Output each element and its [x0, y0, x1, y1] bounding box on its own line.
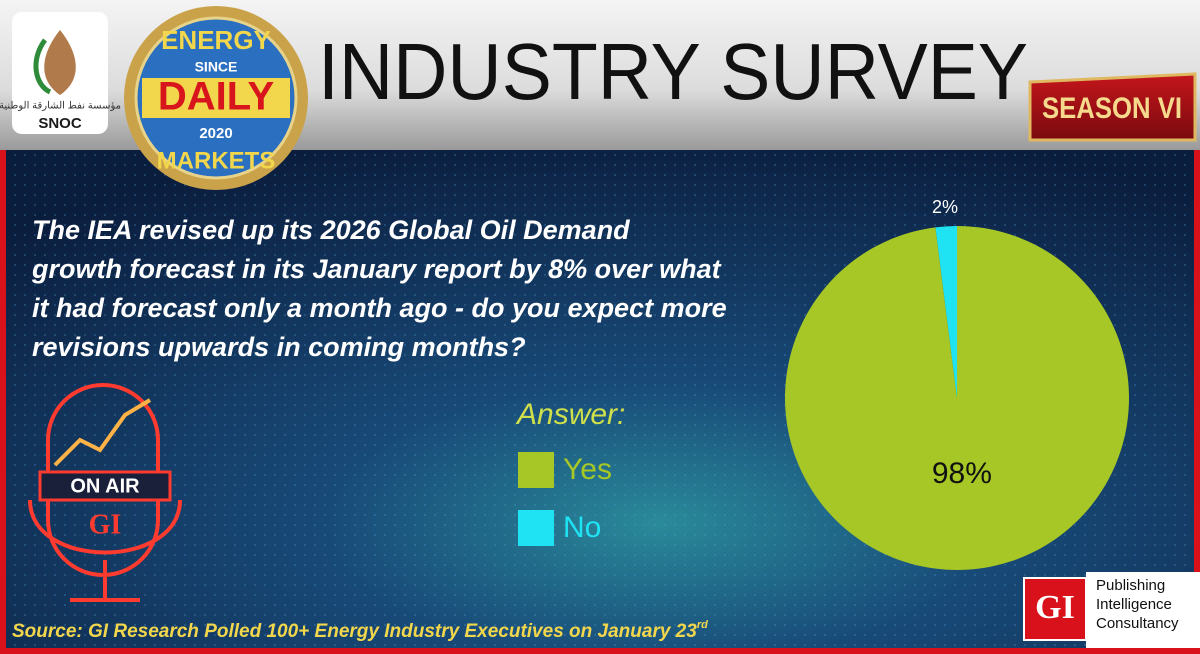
source-suffix: rd	[697, 619, 708, 631]
source: Source: GI Research Polled 100+ Energy I…	[12, 619, 708, 642]
on-air-box	[38, 470, 172, 502]
badge-since: SINCE	[195, 59, 238, 75]
legend-title: Answer:	[515, 398, 625, 431]
logo-name: SNOC	[38, 115, 82, 132]
legend-label: No	[563, 511, 601, 544]
footer-line: Consultancy	[1096, 615, 1179, 632]
legend-label: Yes	[563, 453, 612, 486]
title: INDUSTRY SURVEY	[318, 27, 1028, 116]
season: SEASON VI	[1042, 92, 1182, 125]
logo-leaf	[33, 38, 52, 95]
source-text: Source: GI Research Polled 100+ Energy I…	[12, 621, 697, 642]
pie-chart: 98% Yes 2% No	[518, 197, 1129, 570]
question-line: growth forecast in its January report by…	[31, 254, 722, 284]
footer-line: Intelligence	[1096, 596, 1172, 613]
mic-logo: GI	[89, 509, 122, 540]
footer-line: Publishing	[1096, 577, 1165, 594]
badge-year: 2020	[199, 125, 232, 142]
slice-label: 2%	[932, 197, 958, 217]
legend-swatch	[518, 452, 554, 488]
footer-box	[1086, 572, 1200, 648]
pie-slice	[935, 226, 957, 398]
footer-logo-box	[1023, 577, 1087, 641]
question-line: The IEA revised up its 2026 Global Oil D…	[32, 215, 630, 245]
footer-logo: GI	[1035, 589, 1075, 626]
slice-label: 98%	[932, 457, 992, 490]
badge-banner	[142, 78, 290, 118]
logo-arabic: مؤسسة نفط الشارقة الوطنية	[0, 101, 121, 112]
on-air: ON AIR	[70, 475, 140, 497]
question-line: revisions upwards in coming months?	[32, 332, 526, 362]
legend-swatch	[518, 510, 554, 546]
badge-top: ENERGY	[161, 25, 271, 55]
season-badge	[1028, 72, 1197, 142]
badge-bottom: MARKETS	[157, 147, 276, 174]
question-line: it had forecast only a month ago - do yo…	[32, 293, 727, 323]
badge-main: DAILY	[158, 75, 275, 119]
logo-drop	[44, 30, 76, 95]
